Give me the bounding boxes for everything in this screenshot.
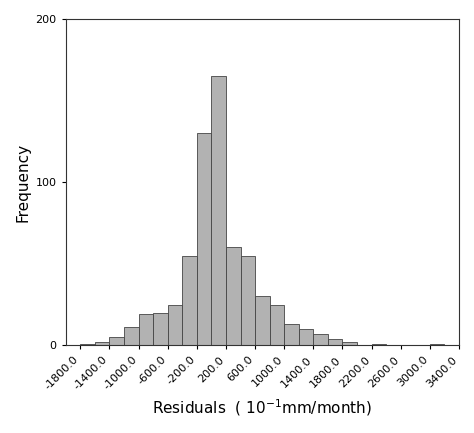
- Bar: [372, 344, 386, 346]
- Bar: [109, 337, 124, 346]
- Bar: [284, 324, 299, 346]
- Bar: [343, 342, 357, 346]
- Bar: [95, 342, 109, 346]
- Bar: [124, 327, 138, 346]
- Bar: [211, 76, 226, 346]
- Bar: [430, 344, 445, 346]
- Bar: [197, 133, 211, 346]
- Bar: [153, 313, 168, 346]
- Bar: [168, 304, 182, 346]
- Bar: [240, 255, 255, 346]
- Bar: [328, 339, 343, 346]
- Bar: [80, 344, 95, 346]
- X-axis label: Residuals  ( $10^{-1}$mm/month): Residuals ( $10^{-1}$mm/month): [152, 397, 373, 418]
- Bar: [299, 329, 313, 346]
- Bar: [255, 297, 270, 346]
- Bar: [270, 304, 284, 346]
- Bar: [226, 248, 240, 346]
- Bar: [138, 314, 153, 346]
- Bar: [182, 255, 197, 346]
- Bar: [313, 334, 328, 346]
- Y-axis label: Frequency: Frequency: [15, 142, 30, 222]
